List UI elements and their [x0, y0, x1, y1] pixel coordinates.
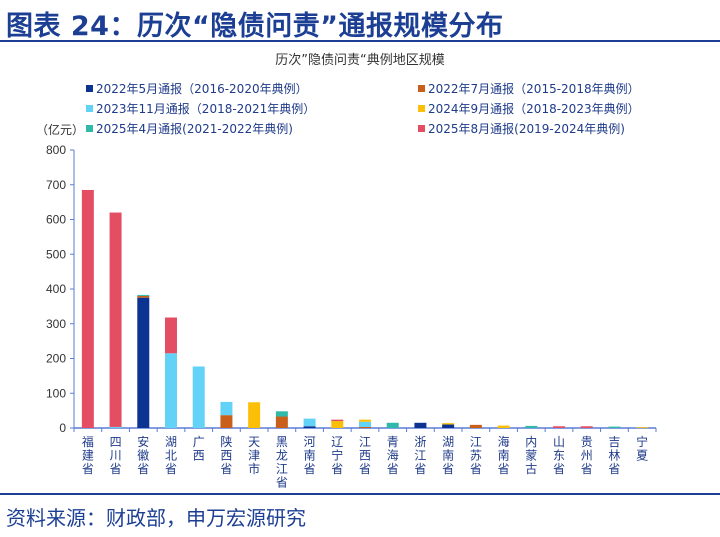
legend-entry-series-5: 2025年8月通报(2019-2024年典例): [418, 120, 625, 137]
bar-segment: [469, 424, 482, 428]
bar-segment: [165, 317, 177, 354]
bar-segment: [608, 426, 621, 428]
bar-segment: [553, 426, 565, 428]
bar-segment: [81, 189, 94, 428]
figure-title: 图表 24：历次“隐债问责”通报规模分布: [6, 11, 504, 42]
x-tick-label: 天津市: [248, 435, 260, 476]
legend-swatch-1: [418, 85, 425, 92]
bar-segment: [275, 411, 288, 417]
x-tick-label: 福建省: [82, 434, 94, 476]
bar-segment: [386, 422, 399, 428]
y-tick-label: 0: [59, 421, 66, 435]
bar-segment: [248, 402, 261, 428]
y-tick-label: 300: [46, 317, 66, 331]
x-tick-label: 青海省: [387, 435, 399, 476]
y-unit-label: （亿元）: [36, 123, 85, 137]
y-tick-label: 800: [46, 143, 66, 157]
x-tick-label: 浙江省: [414, 435, 426, 476]
legend-label-4: 2025年4月通报(2021-2022年典例): [96, 122, 293, 136]
x-tick-label: 山东省: [553, 435, 565, 476]
x-tick-label: 贵州省: [581, 435, 593, 476]
legend-entry-series-2: 2023年11月通报（2018-2021年典例）: [86, 100, 315, 117]
x-tick-label: 内蒙古: [525, 435, 537, 476]
x-tick-label: 江西省: [359, 435, 371, 476]
x-tick-label: 江苏省: [470, 435, 482, 476]
legend-swatch-0: [86, 85, 93, 92]
title-rule: [0, 40, 720, 42]
bar-segment: [359, 419, 371, 422]
legend-entry-series-3: 2024年9月通报（2018-2023年典例）: [418, 100, 640, 117]
legend-swatch-2: [86, 105, 93, 112]
source-note: 资料来源：财政部，申万宏源研究: [6, 506, 306, 530]
x-tick-label: 海南省: [498, 434, 510, 476]
x-tick-label: 黑龙江省: [276, 435, 288, 490]
bar-segment: [331, 421, 344, 428]
x-tick-label: 四川省: [110, 435, 122, 476]
bar-segment: [303, 418, 316, 427]
bar-segment: [109, 426, 122, 428]
x-tick-label: 河南省: [304, 435, 316, 476]
bar-segment: [275, 416, 288, 428]
x-tick-label: 陕西省: [220, 434, 232, 476]
bar-segment: [220, 415, 233, 428]
legend-entry-series-1: 2022年7月通报（2015-2018年典例）: [418, 80, 640, 97]
legend-swatch-4: [86, 125, 93, 132]
bar-segment: [359, 421, 371, 427]
y-tick-label: 500: [46, 247, 66, 261]
legend-entry-series-0: 2022年5月通报（2016-2020年典例）: [86, 80, 308, 97]
y-tick-label: 200: [46, 352, 66, 366]
bar-segment: [165, 353, 177, 428]
bar-segment: [525, 425, 538, 428]
footer-rule: [0, 493, 720, 495]
legend-label-5: 2025年8月通报(2019-2024年典例): [428, 122, 625, 136]
x-tick-label: 湖南省: [442, 434, 454, 476]
stacked-bar-chart: 0 100 200 300 400 500 600 700 800 福建省 四川省 安徽省 湖北省 广西陕…: [46, 143, 657, 490]
bar-segment: [414, 422, 427, 428]
bar-segment: [303, 426, 316, 428]
bar-segment: [220, 401, 233, 416]
bar-segment: [137, 295, 150, 298]
x-tick-label: 广西: [193, 435, 205, 463]
bar-segment: [636, 427, 649, 429]
chart-title: 历次”隐债问责“典例地区规模: [275, 53, 445, 68]
x-tick-label: 湖北省: [165, 434, 177, 476]
legend-label-2: 2023年11月通报（2018-2021年典例）: [96, 102, 316, 116]
y-tick-label: 100: [46, 386, 66, 400]
legend-label-3: 2024年9月通报（2018-2023年典例）: [428, 102, 640, 116]
x-tick-label: 吉林省: [608, 435, 620, 476]
legend-swatch-5: [418, 125, 425, 132]
legend-swatch-3: [418, 105, 425, 112]
bar-segment: [442, 424, 455, 428]
legend-label-1: 2022年7月通报（2015-2018年典例）: [428, 82, 640, 96]
y-tick-label: 400: [46, 282, 66, 296]
bar-segment: [331, 419, 344, 422]
bar-segment: [359, 426, 371, 428]
bar-segment: [442, 423, 455, 425]
bar-segment: [137, 297, 150, 428]
bar-segment: [109, 212, 122, 427]
y-tick-label: 700: [46, 178, 66, 192]
legend-label-0: 2022年5月通报（2016-2020年典例）: [96, 82, 308, 96]
bar-segment: [192, 366, 205, 428]
bar-segment: [137, 294, 150, 296]
x-tick-label: 宁夏: [636, 434, 648, 463]
bar-segment: [580, 426, 593, 428]
x-tick-label: 安徽省: [137, 434, 149, 476]
x-tick-label: 辽宁省: [331, 435, 343, 476]
bar-segment: [497, 425, 510, 428]
legend-entry-series-4: 2025年4月通报(2021-2022年典例): [86, 120, 293, 137]
y-tick-label: 600: [46, 213, 66, 227]
